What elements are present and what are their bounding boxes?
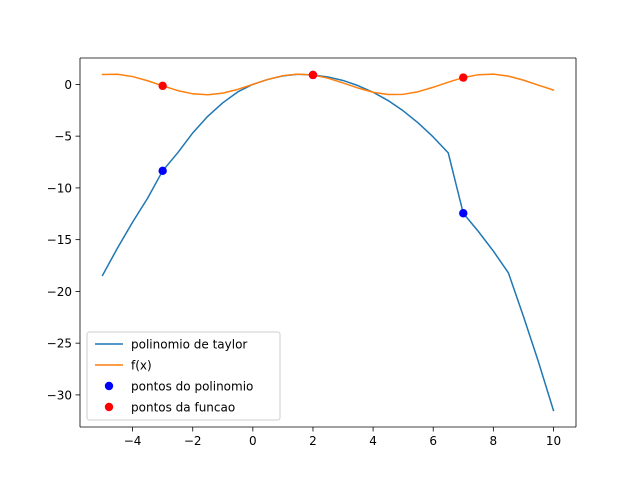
legend-label-3: pontos da funcao (131, 401, 235, 415)
series-2-point-0 (158, 166, 167, 176)
legend-swatch-2 (104, 381, 114, 391)
y-tick-label-4: −20 (47, 285, 72, 299)
legend-label-2: pontos do polinomio (131, 380, 253, 394)
x-tick-label-3: 2 (309, 434, 317, 448)
series-2-point-2 (459, 209, 468, 218)
x-tick-label-4: 4 (369, 434, 377, 448)
series-3-point-1 (308, 70, 318, 80)
x-tick-label-2: 0 (249, 434, 257, 448)
y-tick-label-5: −25 (47, 337, 72, 351)
x-tick-label-1: −2 (184, 434, 202, 448)
x-tick-label-7: 10 (546, 434, 561, 448)
y-tick-label-6: −30 (47, 388, 72, 402)
legend-box (86, 331, 281, 421)
series-3-point-0 (158, 81, 167, 91)
legend-swatch-3 (104, 402, 114, 412)
y-tick-label-1: −5 (54, 130, 72, 144)
y-tick-label-0: 0 (64, 78, 72, 92)
x-tick-label-0: −4 (124, 434, 142, 448)
axes-layer: −4 −2 0 2 4 6 8 100−5−10−15−20−25−30 (47, 57, 577, 448)
y-tick-label-3: −15 (47, 233, 72, 247)
series-layer (101, 70, 555, 412)
y-tick-label-2: −10 (47, 181, 72, 195)
series-3-point-2 (459, 73, 468, 82)
legend: polinomio de taylor f(x) pontos do polinom… (86, 331, 281, 421)
series-line-0 (101, 73, 555, 412)
series-line-1 (101, 73, 555, 96)
legend-label-1: f(x) (131, 359, 152, 373)
legend-label-0: polinomio de taylor (131, 338, 247, 352)
x-tick-label-5: 6 (429, 434, 437, 448)
x-tick-label-6: 8 (490, 434, 498, 448)
